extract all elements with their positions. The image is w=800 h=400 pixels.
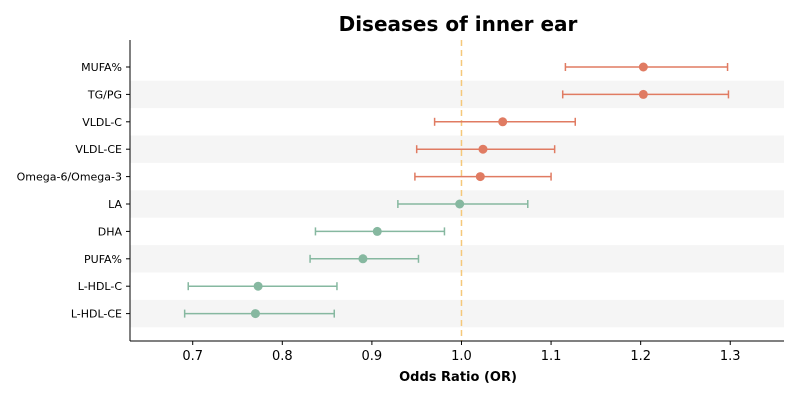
point-estimate: [253, 281, 263, 291]
y-tick-label: VLDL-C: [82, 116, 122, 129]
x-tick-labels: 0.7 0.8 0.9 1.0 1.1 1.2 1.3: [182, 341, 741, 364]
chart-title: Diseases of inner ear: [339, 12, 578, 36]
x-tick-label: 0.7: [182, 349, 203, 364]
y-tick-label: L-HDL-CE: [71, 308, 122, 321]
point-estimate: [478, 144, 488, 154]
y-tick-label: Omega-6/Omega-3: [17, 171, 122, 184]
y-tick-labels: MUFA% TG/PG VLDL-C VLDL-CE Omega-6/Omega-3 LA…: [17, 61, 130, 321]
x-tick-label: 0.8: [272, 349, 293, 364]
point-estimate: [498, 117, 508, 127]
y-tick-label: DHA: [98, 225, 123, 238]
axes: [129, 40, 784, 342]
point-estimate: [638, 62, 648, 72]
x-tick-label: 1.2: [630, 349, 651, 364]
x-tick-label: 1.1: [541, 349, 562, 364]
y-tick-label: L-HDL-C: [78, 280, 123, 293]
point-estimate: [250, 309, 260, 319]
y-tick-label: VLDL-CE: [75, 143, 122, 156]
row-band: [130, 245, 784, 273]
point-estimate: [372, 226, 382, 236]
point-estimate: [358, 254, 368, 264]
x-tick-label: 0.9: [362, 349, 383, 364]
data-points: [250, 62, 648, 319]
point-estimate: [475, 172, 485, 182]
y-tick-label: MUFA%: [81, 61, 122, 74]
point-estimate: [455, 199, 465, 209]
x-tick-label: 1.0: [451, 349, 472, 364]
y-tick-label: TG/PG: [87, 88, 122, 101]
x-axis-label: Odds Ratio (OR): [399, 370, 517, 385]
y-tick-label: LA: [108, 198, 122, 211]
y-tick-label: PUFA%: [84, 253, 122, 266]
point-estimate: [638, 89, 648, 99]
x-tick-label: 1.3: [720, 349, 741, 364]
